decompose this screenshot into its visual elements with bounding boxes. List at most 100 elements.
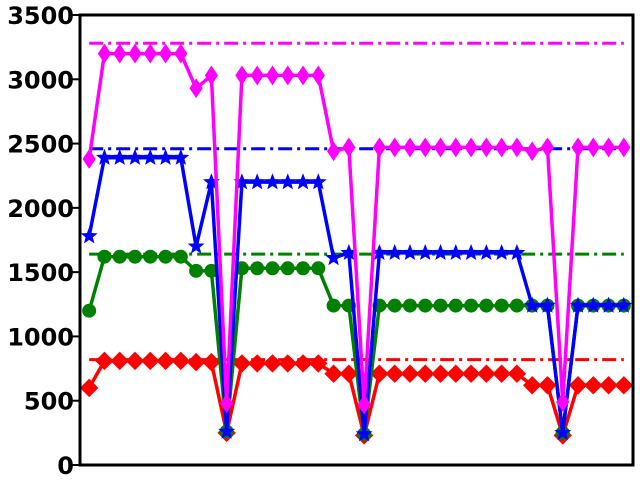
y-tick-label: 3500 (7, 2, 74, 30)
series-3-point (464, 137, 478, 158)
series-1-point (311, 261, 326, 276)
series-0-point (110, 351, 129, 371)
series-2-point (569, 296, 587, 313)
series-3-point (281, 65, 295, 86)
series-3-point (449, 137, 463, 158)
series-2-point (325, 249, 343, 266)
series-3-point (250, 65, 264, 86)
series-1-point (265, 261, 280, 276)
series-3-point (82, 149, 96, 169)
series-0-point (400, 364, 420, 383)
series-0-point (293, 354, 313, 373)
series-0-point (385, 364, 404, 383)
series-2-point (554, 423, 572, 441)
series-1-point (158, 249, 173, 264)
series-3-point (174, 43, 188, 64)
series-2-point (218, 422, 236, 439)
series-0-point (568, 376, 588, 395)
series-2-point (447, 243, 465, 261)
series-2-point (264, 173, 281, 190)
series-2-point (80, 227, 98, 244)
series-2-point (523, 296, 541, 313)
series-0-point (339, 364, 359, 383)
y-tick-label: 1000 (7, 323, 74, 351)
series-2-point (111, 148, 129, 165)
series-3-point (601, 137, 616, 158)
series-1-point (387, 298, 402, 313)
series-3-point (479, 137, 493, 158)
series-3-point (556, 392, 570, 412)
series-2-point (141, 148, 159, 165)
series-3-point (433, 137, 448, 158)
series-3-point (235, 65, 249, 86)
series-2-point (508, 243, 526, 261)
series-2-point (187, 237, 205, 254)
y-tick-label: 2500 (7, 131, 74, 159)
series-3-point (495, 137, 509, 158)
series-3-point (357, 394, 371, 415)
series-1-point (189, 263, 204, 278)
series-1-point (494, 298, 509, 313)
series-0-point (309, 354, 328, 373)
series-3-point (617, 137, 631, 158)
series-0-point (141, 351, 160, 371)
series-1-point (280, 261, 295, 276)
y-tick-label: 500 (24, 388, 74, 416)
series-0-point (614, 376, 634, 395)
series-3-point (113, 43, 127, 64)
series-0-point (95, 351, 114, 371)
series-2-point (279, 173, 297, 190)
series-3-point (296, 65, 310, 86)
series-0-point (125, 351, 145, 371)
series-2-point (355, 425, 373, 442)
series-0-point (492, 364, 511, 383)
series-0-point (507, 364, 527, 383)
series-1-point (326, 298, 341, 313)
series-3-point (372, 137, 387, 158)
series-0-point (538, 376, 557, 395)
series-1-markers (82, 249, 631, 442)
series-2-point (477, 243, 495, 261)
series-0-point (263, 354, 282, 373)
series-3-point (220, 393, 234, 414)
series-3-markers (82, 43, 631, 415)
series-1-point (112, 249, 127, 264)
series-2-point (584, 296, 602, 313)
series-3-point (326, 141, 341, 162)
series-3-point (204, 65, 218, 86)
series-3-point (525, 141, 539, 162)
series-3-point (388, 137, 402, 158)
series-2-point (126, 148, 144, 165)
series-2-point (615, 296, 633, 313)
series-2-point (432, 243, 449, 261)
plot-area (79, 41, 634, 445)
series-0-point (461, 364, 481, 383)
series-3-point (158, 43, 173, 64)
series-0-point (584, 376, 603, 395)
series-3-point (143, 43, 157, 64)
series-1-point (173, 249, 188, 264)
series-0-point (247, 354, 267, 373)
series-2-point (248, 173, 266, 190)
series-0-point (431, 364, 450, 383)
series-1-point (97, 249, 112, 264)
series-2-point (386, 243, 404, 261)
series-2-point (157, 148, 175, 165)
series-2-point (493, 243, 511, 261)
series-3-point (265, 65, 280, 86)
series-1-point (143, 249, 158, 264)
series-2-point (309, 173, 327, 190)
y-tick-label: 2000 (7, 195, 74, 223)
series-1-point (82, 303, 97, 318)
series-2-point (416, 243, 434, 261)
series-1-point (250, 261, 265, 276)
series-0-point (522, 376, 542, 395)
y-axis: 0 500 1000 1500 2000 2500 3000 3500 (7, 2, 80, 480)
series-1-point (418, 298, 433, 313)
series-1-point (509, 298, 524, 313)
series-3-point (540, 137, 555, 158)
series-1-point (402, 298, 417, 313)
series-1-point (127, 249, 142, 264)
series-0-point (370, 364, 389, 383)
series-2-point (600, 296, 618, 313)
